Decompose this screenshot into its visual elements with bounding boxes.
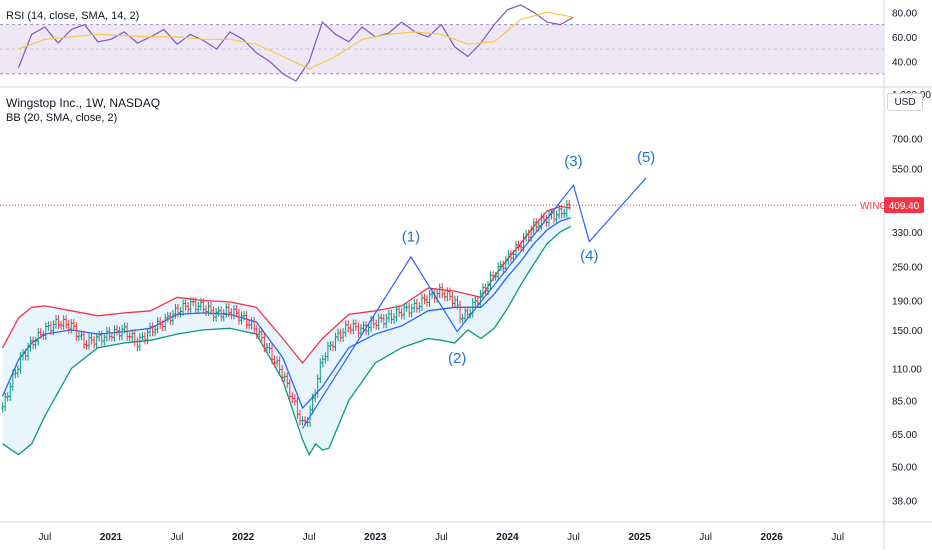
rsi-band-fill [0,24,884,74]
bb-lower-line [2,225,572,457]
elliott-wave-path [302,177,647,429]
price-tick-label: 550.00 [892,164,923,175]
price-tick-label: 85.00 [892,397,917,408]
time-tick-label: 2026 [761,532,784,543]
chart-title[interactable]: Wingstop Inc., 1W, NASDAQ [6,96,161,110]
wave-label: (2) [448,350,466,367]
price-tick-label: 700.00 [892,134,923,145]
rsi-ma-line [18,11,574,70]
time-tick-label: Jul [831,532,844,543]
rsi-tick-label: 80.00 [892,8,917,19]
rsi-tick-label: 60.00 [892,33,917,44]
time-tick-label: Jul [567,532,580,543]
time-tick-label: Jul [435,532,448,543]
time-tick-label: 2021 [100,532,123,543]
time-tick-label: Jul [699,532,712,543]
last-price-tag [884,197,924,214]
rsi-tick-label: 40.00 [892,57,917,68]
time-tick-label: 2023 [364,532,387,543]
time-tick-label: Jul [303,532,316,543]
ticker-tag: WING [860,201,887,212]
price-tick-label: 150.00 [892,326,923,337]
price-bars [1,200,571,427]
time-tick-label: 2022 [232,532,255,543]
price-tick-label: 190.00 [892,297,923,308]
last-price-label: 409.40 [889,201,920,212]
price-tick-label: 250.00 [892,262,923,273]
price-tick-label: 110.00 [892,364,922,375]
price-tick-label: 50.00 [892,463,917,474]
time-tick-label: 2024 [496,532,519,543]
time-tick-label: 2025 [628,532,651,543]
bb-fill [2,206,571,455]
time-tick-label: Jul [39,532,52,543]
wave-label: (4) [580,248,598,265]
bb-legend[interactable]: BB (20, SMA, close, 2) [6,112,118,124]
time-tick-label: Jul [171,532,184,543]
currency-button[interactable]: USD [887,93,923,111]
price-tick-label: 65.00 [892,430,917,441]
wave-label: (1) [402,229,420,246]
bb-upper-line [2,205,571,365]
ticker-tag-bg [856,197,884,214]
wave-label: (5) [637,149,655,166]
wave-label: (3) [564,153,582,170]
price-tick-label: 330.00 [892,228,923,239]
price-tick-label: 38.00 [892,497,917,508]
rsi-legend[interactable]: RSI (14, close, SMA, 14, 2) [6,10,140,22]
